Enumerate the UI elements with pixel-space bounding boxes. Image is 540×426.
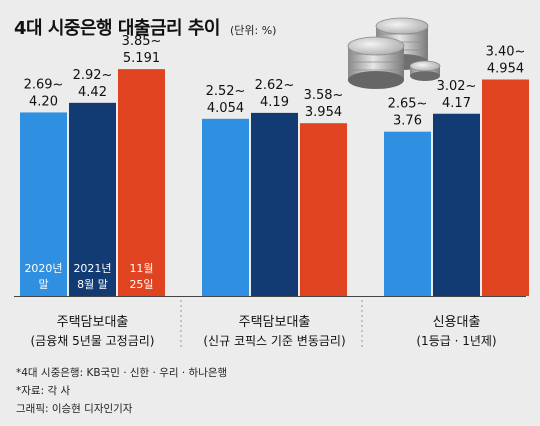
data-label-range-start: 2.69~ xyxy=(24,77,64,92)
data-label-range-start: 3.85~ xyxy=(122,34,162,49)
bar-2-group-3 xyxy=(433,113,480,296)
category-sublabel: (금융채 5년물 고정금리) xyxy=(31,334,155,348)
series-label-line1: 2021년 xyxy=(73,262,111,275)
data-label-range-end: 4.17 xyxy=(442,96,471,111)
series-label-line2: 25일 xyxy=(129,277,153,291)
category-label: 주택담보대출 xyxy=(57,315,129,330)
bar-3-group-1 xyxy=(118,69,165,297)
bar-3-group-3 xyxy=(482,79,529,296)
data-label-range-end: 4.42 xyxy=(78,85,107,100)
unit-label: (단위: %) xyxy=(229,24,277,37)
data-label-range-start: 2.62~ xyxy=(255,78,295,93)
data-label-range-end: 3.76 xyxy=(393,114,422,129)
bar-2-group-1 xyxy=(69,102,116,297)
data-label-range-start: 2.52~ xyxy=(206,84,246,99)
data-label-range-end: 4.954 xyxy=(487,61,524,76)
series-label-line2: 8월 말 xyxy=(77,278,108,291)
series-label-line1: 2020년 xyxy=(24,262,62,275)
category-label: 신용대출 xyxy=(433,315,481,330)
data-label-range-start: 3.02~ xyxy=(437,79,477,94)
footer: *4대 시중은행: KB국민 · 신한 · 우리 · 하나은행 *자료: 각 사… xyxy=(16,364,227,418)
data-label-range-end: 3.954 xyxy=(305,105,342,120)
chart-title: 4대 시중은행 대출금리 추이 xyxy=(14,18,220,39)
bar-1-group-3 xyxy=(384,131,431,296)
data-label-range-start: 3.40~ xyxy=(486,44,526,59)
category-sublabel: (1등급 · 1년제) xyxy=(416,334,496,348)
bar-1-group-1 xyxy=(20,112,67,296)
data-label-range-end: 4.054 xyxy=(207,101,244,116)
bar-2-group-2 xyxy=(251,112,298,296)
data-label-range-end: 5.191 xyxy=(123,51,160,66)
data-label-range-end: 4.20 xyxy=(29,94,58,109)
footnote-credit: 그래픽: 이승현 디자인기자 xyxy=(16,403,133,415)
footnote-banks: *4대 시중은행: KB국민 · 신한 · 우리 · 하나은행 xyxy=(16,367,228,379)
category-sublabel: (신규 코픽스 기준 변동금리) xyxy=(203,334,345,348)
bar-3-group-2 xyxy=(300,123,347,296)
bar-1-group-2 xyxy=(202,118,249,296)
series-label-line1: 11월 xyxy=(129,262,153,275)
data-label-range-start: 2.65~ xyxy=(388,97,428,112)
footnote-source: *자료: 각 사 xyxy=(16,385,71,397)
category-label: 주택담보대출 xyxy=(239,315,311,330)
data-label-range-end: 4.19 xyxy=(260,95,289,110)
series-label-line2: 말 xyxy=(38,278,48,291)
coin-stack-icon xyxy=(347,17,441,89)
data-label-range-start: 2.92~ xyxy=(73,68,113,83)
data-label-range-start: 3.58~ xyxy=(304,88,344,103)
title-row: 4대 시중은행 대출금리 추이 (단위: %) xyxy=(14,14,276,40)
